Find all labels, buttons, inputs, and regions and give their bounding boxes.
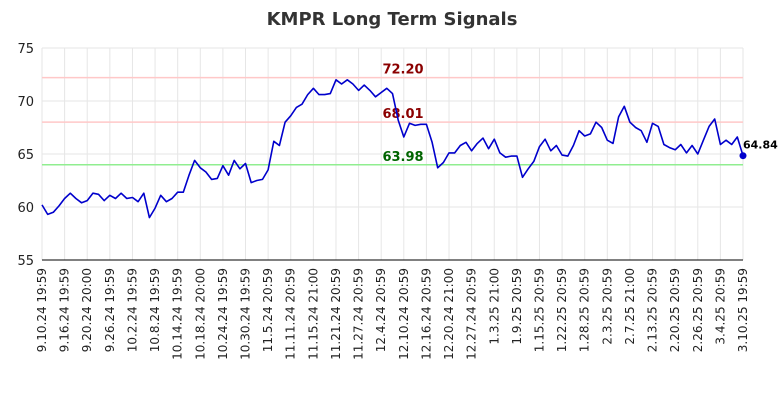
y-tick-label: 75 xyxy=(17,42,34,57)
x-tick-label: 1.22.25 20:59 xyxy=(555,268,569,352)
signal-levels: 72.20 68.01 63.98 xyxy=(42,63,743,166)
axes: 55 60 65 70 75 9.10.24 19:59 9.16.24 19:59 9.20… xyxy=(17,42,750,360)
x-tick-label: 2.13.25 20:59 xyxy=(646,268,660,352)
chart-title: KMPR Long Term Signals xyxy=(267,9,518,30)
signal-level-label: 72.20 xyxy=(382,63,423,78)
x-tick-label: 11.5.24 20:59 xyxy=(261,268,275,352)
price-line xyxy=(41,79,744,219)
x-tick-label: 10.14.24 19:59 xyxy=(171,268,185,360)
y-tick-label: 70 xyxy=(17,95,34,110)
x-tick-label: 10.8.24 19:59 xyxy=(148,268,162,352)
signal-level-label: 68.01 xyxy=(382,107,423,122)
y-tick-label: 65 xyxy=(17,148,34,163)
x-tick-label: 9.26.24 19:59 xyxy=(103,268,117,352)
x-tick-label: 2.20.25 20:59 xyxy=(668,268,682,352)
grid xyxy=(41,47,744,261)
x-tick-label: 11.11.24 20:59 xyxy=(284,268,298,360)
x-tick-label: 3.10.25 19:59 xyxy=(736,268,750,352)
x-tick-label: 1.15.25 20:59 xyxy=(532,268,546,352)
x-tick-label: 12.4.24 20:59 xyxy=(374,268,388,352)
x-tick-label: 10.30.24 19:59 xyxy=(239,268,253,360)
x-tick-label: 1.28.25 20:59 xyxy=(578,268,592,352)
y-tick-label: 55 xyxy=(17,254,34,269)
x-tick-label: 9.10.24 19:59 xyxy=(35,268,49,352)
x-tick-label: 11.15.24 21:00 xyxy=(306,268,320,360)
x-tick-label: 2.3.25 20:59 xyxy=(600,268,614,345)
price-series: 64.84 xyxy=(41,79,778,219)
last-price-point xyxy=(739,152,747,160)
y-tick-label: 60 xyxy=(17,201,34,216)
last-price-label: 64.84 xyxy=(743,139,778,152)
x-tick-label: 9.16.24 19:59 xyxy=(58,268,72,352)
x-tick-label: 1.9.25 20:59 xyxy=(510,268,524,345)
x-tick-label: 2.26.25 20:59 xyxy=(691,268,705,352)
x-tick-label: 2.7.25 21:00 xyxy=(623,268,637,345)
x-tick-label: 11.27.24 20:59 xyxy=(352,268,366,360)
x-tick-label: 1.3.25 21:00 xyxy=(487,268,501,345)
signal-level-label: 63.98 xyxy=(382,150,423,165)
x-tick-label: 11.21.24 20:59 xyxy=(329,268,343,360)
x-tick-label: 10.18.24 20:00 xyxy=(193,268,207,360)
x-tick-label: 10.24.24 19:59 xyxy=(216,268,230,360)
x-tick-label: 12.20.24 21:00 xyxy=(442,268,456,360)
x-tick-label: 9.20.24 20:00 xyxy=(80,268,94,352)
x-tick-label: 3.4.25 20:59 xyxy=(713,268,727,345)
x-tick-label: 12.16.24 20:59 xyxy=(419,268,433,360)
x-tick-label: 12.27.24 20:59 xyxy=(465,268,479,360)
x-tick-label: 12.10.24 20:59 xyxy=(397,268,411,360)
x-tick-label: 10.2.24 19:59 xyxy=(125,268,139,352)
